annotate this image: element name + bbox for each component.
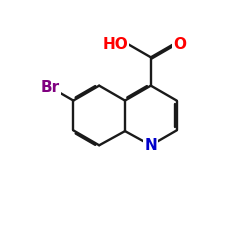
Text: O: O <box>174 37 186 52</box>
Text: Br: Br <box>40 80 60 95</box>
Text: N: N <box>144 138 157 153</box>
Text: HO: HO <box>102 37 128 52</box>
